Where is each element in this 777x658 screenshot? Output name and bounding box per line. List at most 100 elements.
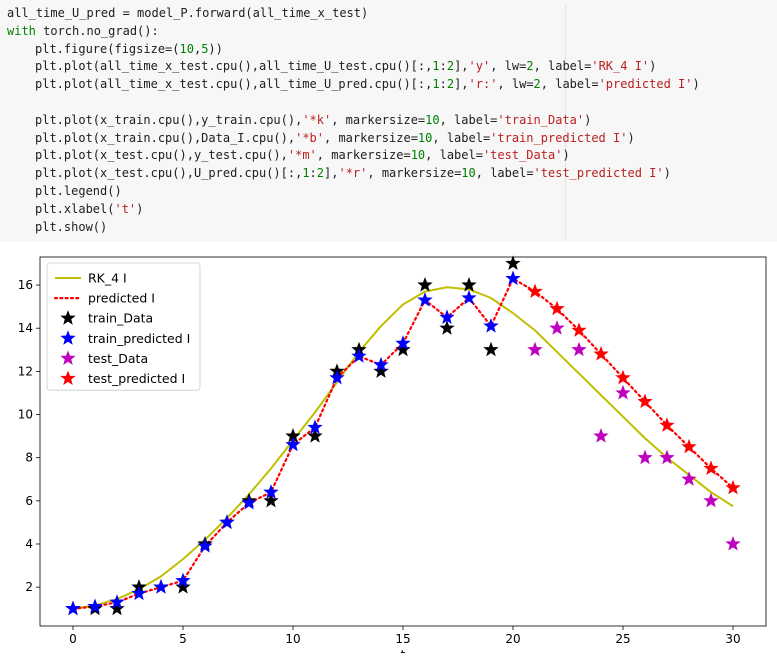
code-token: , label= — [475, 166, 534, 181]
legend-label: train_Data — [88, 311, 153, 326]
data-point-train-data — [439, 320, 455, 335]
legend-label: predicted I — [88, 291, 155, 306]
code-token: 'r:' — [468, 77, 498, 92]
y-tick-label: 6 — [25, 494, 33, 508]
code-token: ) — [136, 201, 144, 216]
data-point-train-predicted-i — [505, 270, 521, 286]
data-point-test-predicted-i — [615, 369, 631, 385]
data-point-train-predicted-i — [395, 335, 411, 350]
data-point-train-data — [395, 341, 411, 357]
data-point-train-predicted-i — [329, 369, 345, 385]
data-point-train-predicted-i — [417, 292, 433, 307]
y-tick-label: 14 — [18, 321, 33, 335]
data-point-train-data — [263, 492, 279, 508]
code-token: plt.plot(x_test.cpu(),y_test.cpu(), — [35, 148, 288, 163]
legend-swatch-test-data — [60, 350, 76, 365]
data-point-test-data — [725, 535, 741, 551]
data-point-test-data — [549, 320, 565, 335]
data-point-train-predicted-i — [439, 309, 455, 324]
data-point-train-predicted-i — [197, 538, 213, 553]
code-line: plt.plot(x_test.cpu(),U_pred.cpu()[:,1:2… — [7, 165, 700, 183]
x-tick-label: 20 — [505, 632, 520, 646]
code-token: 1 — [302, 166, 310, 181]
y-tick-label: 8 — [25, 451, 33, 465]
legend-swatch-test-predicted-i — [60, 370, 76, 386]
legend-swatch-train-data — [60, 310, 76, 325]
data-point-test-data — [593, 428, 609, 443]
x-tick-label: 0 — [69, 632, 77, 646]
code-token: , label= — [425, 148, 483, 163]
legend-label: test_Data — [88, 351, 148, 366]
code-editor[interactable]: all_time_U_pred = model_P.forward(all_ti… — [7, 5, 700, 236]
code-token: 'train_predicted I' — [490, 130, 628, 145]
data-point-train-predicted-i — [219, 514, 235, 529]
legend: RK_4 I predicted I train_Data train_predict… — [46, 262, 201, 391]
x-tick-label: 5 — [179, 632, 187, 646]
code-token: '*r' — [338, 166, 368, 181]
code-token: ], — [454, 59, 469, 74]
code-token: : — [439, 77, 447, 92]
y-tick-label: 12 — [18, 364, 33, 378]
data-point-train-data — [373, 363, 389, 378]
data-point-train-predicted-i — [109, 594, 125, 609]
code-token: '*k' — [302, 112, 332, 127]
data-point-train-predicted-i — [351, 348, 367, 363]
data-point-train-data — [307, 428, 323, 443]
data-point-test-predicted-i — [571, 322, 587, 337]
code-token: ) — [692, 77, 700, 92]
code-token: plt.figure(figsize=( — [35, 41, 180, 56]
code-token: , markersize= — [367, 166, 462, 181]
code-token: plt.show() — [35, 219, 108, 234]
y-tick-label: 10 — [18, 408, 33, 422]
code-token: plt.plot(all_time_x_test.cpu(),all_time_… — [35, 77, 433, 92]
legend-label: RK_4 I — [88, 271, 127, 286]
code-token: ) — [562, 148, 570, 163]
data-point-train-data — [109, 600, 125, 616]
code-token: torch.no_grad(): — [35, 23, 159, 38]
code-token: ], — [324, 166, 339, 181]
code-token: all_time_U_pred = model_P.forward(all_ti… — [7, 6, 369, 20]
code-token: ) — [663, 166, 671, 181]
code-token: plt.plot(x_test.cpu(),U_pred.cpu()[:, — [35, 166, 303, 181]
code-token: , markersize= — [316, 148, 411, 163]
code-line: plt.plot(x_train.cpu(),Data_I.cpu(),'*b'… — [7, 130, 700, 148]
code-token: 'train_Data' — [497, 112, 585, 127]
data-point-test-predicted-i — [659, 417, 675, 432]
data-point-train-predicted-i — [131, 585, 147, 601]
data-point-test-data — [703, 492, 719, 508]
code-token: 10 — [179, 41, 194, 56]
code-line: plt.xlabel('t') — [7, 201, 700, 219]
data-point-train-data — [483, 341, 499, 357]
code-line: all_time_U_pred = model_P.forward(all_ti… — [7, 5, 700, 23]
code-token: 10 — [425, 112, 440, 127]
code-token: , lw= — [490, 59, 527, 74]
code-token: '*b' — [295, 130, 324, 145]
code-token: 5 — [201, 41, 209, 56]
code-line: plt.plot(x_test.cpu(),y_test.cpu(),'*m',… — [7, 147, 700, 165]
code-token: , label= — [439, 112, 498, 127]
code-cell[interactable]: all_time_U_pred = model_P.forward(all_ti… — [0, 0, 777, 242]
code-token: : — [309, 166, 317, 181]
code-line: with torch.no_grad(): — [7, 23, 700, 41]
data-point-test-data — [659, 449, 675, 465]
code-line: plt.legend() — [7, 183, 700, 201]
code-line: plt.plot(all_time_x_test.cpu(),all_time_… — [7, 58, 700, 76]
code-token: plt.plot(all_time_x_test.cpu(),all_time_… — [35, 59, 433, 74]
code-token: 'test_predicted I' — [533, 166, 664, 181]
code-token: 10 — [417, 130, 433, 145]
code-token: , — [193, 41, 202, 56]
data-point-train-predicted-i — [307, 419, 323, 434]
data-point-test-predicted-i — [681, 438, 697, 454]
code-ruler — [565, 4, 566, 240]
code-token: 1 — [432, 77, 440, 92]
code-token: 2 — [446, 77, 455, 92]
data-point-test-predicted-i — [549, 300, 565, 316]
code-line: plt.plot(x_train.cpu(),y_train.cpu(),'*k… — [7, 112, 700, 130]
data-point-test-data — [681, 471, 697, 486]
legend-label: test_predicted I — [88, 371, 185, 386]
data-point-test-data — [527, 341, 543, 357]
data-point-test-data — [637, 449, 653, 465]
code-token: 2 — [533, 77, 541, 92]
y-tick-label: 4 — [25, 537, 33, 551]
code-token: 't' — [114, 201, 137, 216]
